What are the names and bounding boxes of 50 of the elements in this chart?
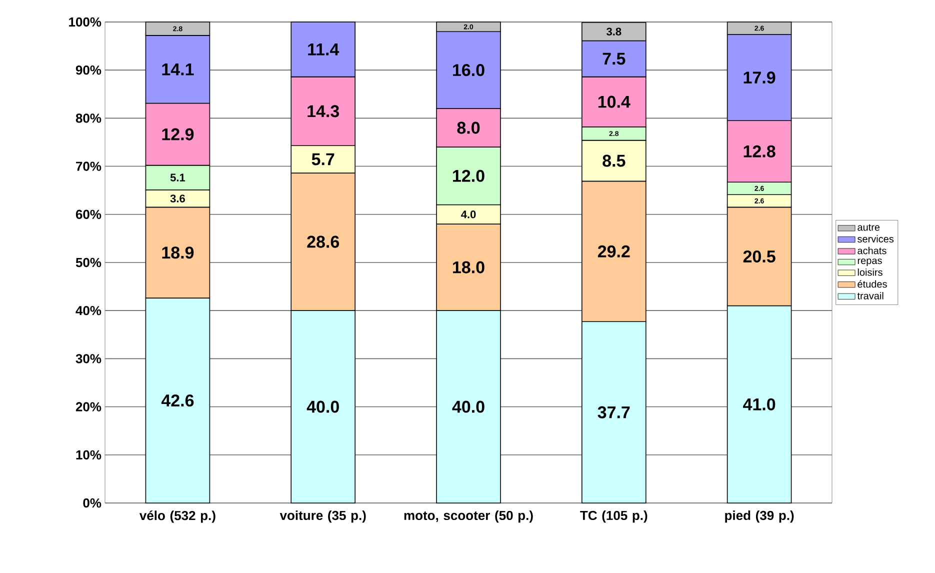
data-label: 4.0 [461,210,476,218]
y-tick-label: 60% [76,210,102,219]
data-label: 3.6 [170,194,185,202]
data-label: 42.6 [161,394,194,407]
data-label: 40.0 [452,400,484,413]
data-label: 16.0 [453,64,484,76]
data-label: 40.0 [306,400,339,413]
data-label: 37.7 [598,406,630,418]
data-label: 10.4 [598,96,630,108]
legend-label: études [858,280,887,288]
data-label: 41.0 [743,398,776,410]
data-label: 8.0 [457,122,480,134]
data-label: 18.9 [162,246,194,259]
legend-label: autre [858,224,880,231]
y-tick-label: 30% [76,354,102,364]
x-tick-label: voiture (35 p.) [280,510,366,523]
data-label: 12.0 [453,170,484,182]
data-label: 5.1 [170,174,186,182]
legend-label: achats [858,246,886,254]
x-tick-label: pied (39 p.) [725,510,794,523]
y-tick-label: 20% [76,402,102,412]
data-label: 14.3 [308,105,340,118]
legend-label: services [858,235,894,242]
data-label: 11.4 [308,44,340,56]
data-label: 3.8 [606,28,622,36]
data-label: 17.9 [744,72,776,84]
legend-label: travail [857,292,884,300]
legend-label: loisirs [858,268,882,276]
y-tick-label: 90% [76,65,102,75]
x-tick-label: TC (105 p.) [580,510,648,523]
data-label: 18.0 [453,261,484,274]
data-label: 29.2 [598,245,630,258]
y-tick-label: 50% [76,258,102,268]
data-label: 8.5 [602,154,626,167]
data-label: 20.5 [743,250,776,262]
data-label: 12.9 [162,128,194,140]
y-tick-label: 0% [83,498,102,508]
data-label: 7.5 [602,52,626,65]
data-label: 5.7 [312,153,334,166]
legend-label: repas [858,258,882,266]
x-tick-label: moto, scooter (50 p.) [404,510,533,523]
y-tick-label: 80% [76,114,102,123]
x-tick-label: vélo (532 p.) [139,510,216,523]
y-tick-label: 100% [69,17,102,27]
y-tick-label: 70% [76,162,102,171]
data-label: 14.1 [162,64,194,76]
y-tick-label: 40% [76,306,102,316]
data-label: 28.6 [307,236,340,248]
y-tick-label: 10% [76,450,102,460]
data-label: 12.8 [744,145,776,158]
